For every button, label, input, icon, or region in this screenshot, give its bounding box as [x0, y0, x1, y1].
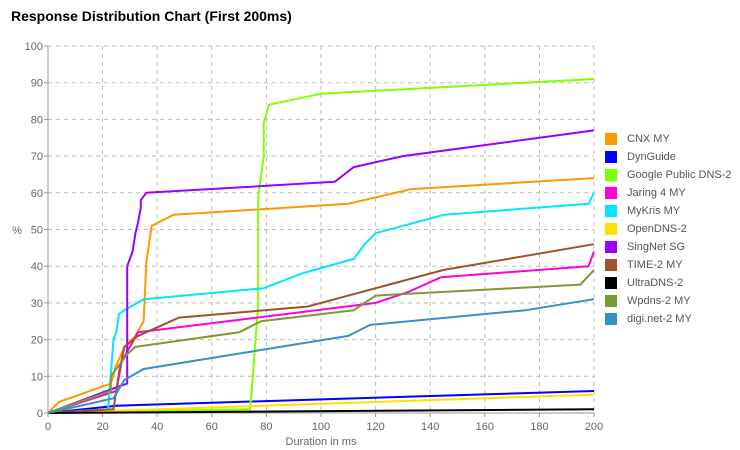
y-tick-label: 70: [31, 151, 43, 163]
legend-item: DynGuide: [605, 148, 732, 166]
series-line: [47, 390, 595, 414]
cutoff-label: Duration in ms: [355, 0, 426, 3]
y-tick-label: 20: [31, 335, 43, 347]
y-tick-label: 50: [31, 225, 43, 237]
legend-item: OpenDNS-2: [605, 220, 732, 238]
series-line: [47, 192, 595, 414]
legend-item: SingNet SG: [605, 238, 732, 256]
legend-label: CNX MY: [627, 133, 670, 145]
x-axis-label: Duration in ms: [286, 436, 357, 448]
x-tick-label: 180: [530, 421, 548, 433]
series-line: [47, 269, 595, 414]
series-line: [47, 298, 595, 414]
y-tick-label: 100: [25, 41, 43, 53]
axes: 0 10 20 30 40 50 60 70 80 90 100 0 20 40 60 80 100 120 140…: [12, 41, 603, 448]
y-tick-label: 60: [31, 188, 43, 200]
x-tick-label: 140: [421, 421, 439, 433]
y-tick-label: 80: [31, 114, 43, 126]
legend-label: Jaring 4 MY: [627, 187, 686, 199]
legend-item: CNX MY: [605, 130, 732, 148]
x-tick-label: 120: [366, 421, 384, 433]
series-line: [47, 243, 595, 414]
x-tick-label: 60: [206, 421, 218, 433]
legend-swatch: [605, 313, 617, 325]
grid: [48, 45, 595, 413]
legend-label: MyKris MY: [627, 205, 681, 217]
legend-swatch: [605, 241, 617, 253]
legend-item: MyKris MY: [605, 202, 732, 220]
legend-swatch: [605, 187, 617, 199]
legend-label: Wpdns-2 MY: [627, 295, 691, 307]
legend-label: SingNet SG: [627, 241, 686, 253]
legend-swatch: [605, 223, 617, 235]
y-tick-label: 10: [31, 371, 43, 383]
legend-swatch: [605, 169, 617, 181]
x-tick-label: 100: [312, 421, 330, 433]
legend-item: Wpdns-2 MY: [605, 292, 732, 310]
legend-swatch: [605, 205, 617, 217]
legend-item: digi.net-2 MY: [605, 310, 732, 328]
x-tick-label: 80: [260, 421, 272, 433]
legend-label: OpenDNS-2: [627, 223, 687, 235]
series-lines: [47, 78, 595, 414]
legend-label: TIME-2 MY: [627, 259, 683, 271]
series-line: [47, 408, 595, 414]
legend-swatch: [605, 277, 617, 289]
legend-swatch: [605, 151, 617, 163]
legend-label: DynGuide: [627, 151, 676, 163]
x-tick-label: 20: [96, 421, 108, 433]
legend-swatch: [605, 259, 617, 271]
x-tick-label: 0: [45, 421, 51, 433]
y-axis-label: %: [12, 225, 22, 237]
legend-label: digi.net-2 MY: [627, 313, 692, 325]
legend-item: Google Public DNS-2: [605, 166, 732, 184]
series-line: [47, 78, 595, 414]
chart-title: Response Distribution Chart (First 200ms…: [11, 8, 292, 24]
legend: CNX MY DynGuide Google Public DNS-2 Jaring …: [605, 130, 732, 328]
legend-label: UltraDNS-2: [627, 277, 684, 289]
legend-item: TIME-2 MY: [605, 256, 732, 274]
legend-label: Google Public DNS-2: [627, 169, 732, 181]
legend-item: Jaring 4 MY: [605, 184, 732, 202]
x-tick-label: 200: [585, 421, 603, 433]
y-tick-label: 40: [31, 261, 43, 273]
x-tick-label: 160: [476, 421, 494, 433]
series-line: [47, 393, 595, 414]
y-tick-label: 30: [31, 298, 43, 310]
series-line: [47, 251, 595, 414]
legend-item: UltraDNS-2: [605, 274, 732, 292]
y-tick-label: 90: [31, 78, 43, 90]
x-tick-label: 40: [151, 421, 163, 433]
y-tick-label: 0: [37, 408, 43, 420]
legend-swatch: [605, 295, 617, 307]
legend-swatch: [605, 133, 617, 145]
